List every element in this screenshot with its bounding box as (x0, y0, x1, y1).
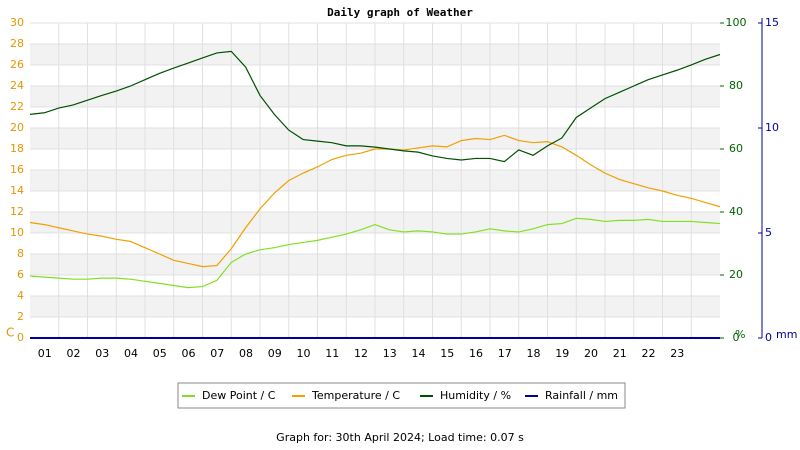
y-tick-label: 12 (10, 205, 24, 218)
y3-tick-label: 5 (765, 226, 772, 239)
y2-axis-label: % (735, 328, 745, 341)
x-tick-label: 22 (642, 347, 656, 360)
y-tick-label: 0 (17, 331, 24, 344)
y2-tick-label: 0 (733, 331, 740, 344)
y-tick-label: 20 (10, 121, 24, 134)
y-tick-label: 16 (10, 163, 24, 176)
x-tick-label: 02 (67, 347, 81, 360)
y2-tick-label: 60 (729, 142, 743, 155)
y-tick-label: 18 (10, 142, 24, 155)
y-axis-label: C (6, 326, 14, 340)
x-tick-label: 07 (210, 347, 224, 360)
y-tick-label: 4 (17, 289, 24, 302)
x-tick-label: 01 (38, 347, 52, 360)
x-tick-label: 11 (325, 347, 339, 360)
chart-title: Daily graph of Weather (327, 6, 473, 19)
x-tick-label: 14 (412, 347, 426, 360)
y-tick-label: 6 (17, 268, 24, 281)
y3-axis-label: mm (776, 328, 797, 341)
x-tick-label: 06 (182, 347, 196, 360)
legend-label: Humidity / % (440, 389, 511, 402)
y2-tick-label: 100 (726, 16, 747, 29)
legend-label: Temperature / C (311, 389, 400, 402)
series-line (29, 217, 721, 289)
y-tick-label: 22 (10, 100, 24, 113)
y-tick-label: 2 (17, 310, 24, 323)
x-tick-label: 17 (498, 347, 512, 360)
y-tick-label: 24 (10, 79, 24, 92)
x-tick-label: 12 (354, 347, 368, 360)
legend-label: Rainfall / mm (545, 389, 618, 402)
y2-tick-label: 20 (729, 268, 743, 281)
x-tick-label: 16 (469, 347, 483, 360)
y3-tick-label: 0 (765, 331, 772, 344)
x-tick-label: 08 (239, 347, 253, 360)
y-tick-label: 30 (10, 16, 24, 29)
x-tick-label: 04 (124, 347, 138, 360)
x-tick-label: 13 (383, 347, 397, 360)
y-tick-label: 8 (17, 247, 24, 260)
x-tick-label: 05 (153, 347, 167, 360)
y-tick-label: 26 (10, 58, 24, 71)
legend-label: Dew Point / C (202, 389, 276, 402)
y-tick-label: 28 (10, 37, 24, 50)
footer: Graph for: 30th April 2024; Load time: 0… (276, 431, 524, 444)
y3-tick-label: 10 (765, 121, 779, 134)
series-line (29, 134, 721, 268)
x-tick-label: 20 (584, 347, 598, 360)
y-tick-label: 14 (10, 184, 24, 197)
y-tick-label: 10 (10, 226, 24, 239)
x-tick-label: 09 (268, 347, 282, 360)
y2-tick-label: 80 (729, 79, 743, 92)
x-tick-label: 21 (613, 347, 627, 360)
x-tick-label: 03 (95, 347, 109, 360)
y3-tick-label: 15 (765, 16, 779, 29)
legend-box (177, 382, 626, 409)
x-tick-label: 18 (527, 347, 541, 360)
x-tick-label: 10 (297, 347, 311, 360)
series-line (29, 50, 721, 163)
x-tick-label: 23 (670, 347, 684, 360)
x-tick-label: 19 (555, 347, 569, 360)
x-tick-label: 15 (440, 347, 454, 360)
y2-tick-label: 40 (729, 205, 743, 218)
